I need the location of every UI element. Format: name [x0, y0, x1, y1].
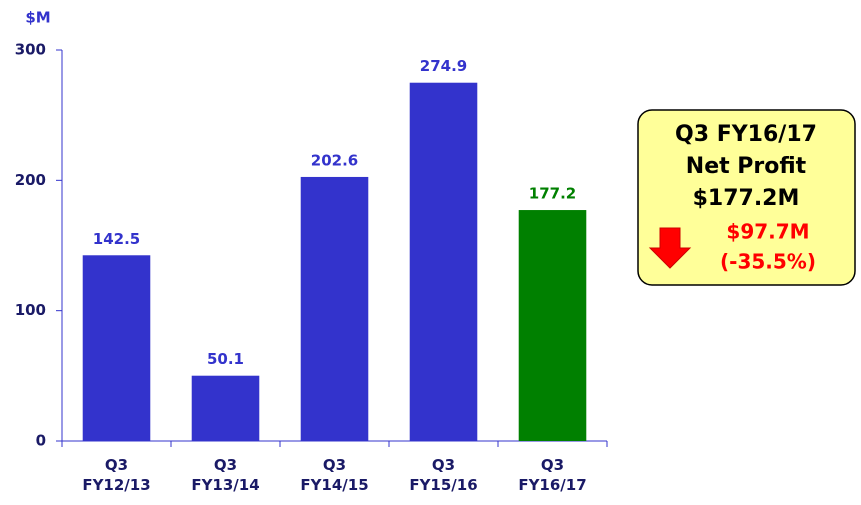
annotation-change: (-35.5%) [720, 250, 816, 274]
bar [191, 375, 260, 441]
x-tick-label: Q3 FY16/17 [518, 456, 586, 494]
x-tick-label: Q3 FY12/13 [82, 456, 150, 494]
bar [82, 255, 151, 441]
bar [518, 210, 587, 441]
y-tick-label: 0 [36, 432, 46, 450]
value-label: 274.9 [420, 57, 467, 75]
value-label: 177.2 [529, 185, 576, 203]
y-axis-label: $M [25, 9, 50, 27]
value-label: 50.1 [207, 350, 244, 368]
x-tick-label: Q3 FY15/16 [409, 456, 477, 494]
y-tick-label: 300 [15, 41, 46, 59]
down-arrow [648, 227, 692, 269]
annotation-line: Net Profit [686, 154, 807, 179]
annotation-line: Q3 FY16/17 [675, 122, 817, 147]
x-tick-label: Q3 FY14/15 [300, 456, 368, 494]
annotation-change: $97.7M [726, 220, 809, 244]
bar [409, 82, 478, 441]
value-label: 142.5 [93, 230, 140, 248]
bar [300, 176, 369, 441]
value-label: 202.6 [311, 151, 358, 169]
x-tick-label: Q3 FY13/14 [191, 456, 259, 494]
y-tick-label: 100 [15, 301, 46, 319]
annotation-box [637, 109, 856, 286]
y-tick-label: 200 [15, 171, 46, 189]
annotation-line: $177.2M [693, 186, 800, 211]
